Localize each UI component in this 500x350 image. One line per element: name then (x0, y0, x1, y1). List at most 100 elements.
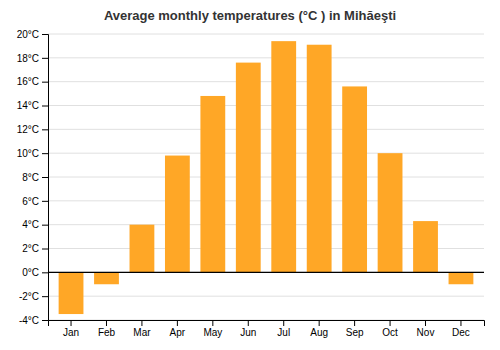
x-tick: Mar (133, 320, 151, 338)
x-tick: Jun (240, 320, 256, 338)
y-tick-mark (42, 296, 48, 297)
y-axis: -4°C -2°C 0°C 2°C 4°C 6°C 8°C 10°C 12°C 14°C 16°C 1… (17, 29, 49, 326)
grid-line (48, 177, 484, 178)
y-tick-label: 12°C (17, 124, 39, 135)
y-tick-mark (42, 177, 48, 178)
x-tick-label: Feb (98, 327, 116, 338)
x-tick-label: Mar (133, 327, 151, 338)
grid-line (48, 57, 484, 58)
grid-line (48, 153, 484, 154)
bar (236, 63, 261, 273)
y-tick-mark (42, 106, 48, 107)
y-tick-label: 18°C (17, 53, 39, 64)
bar (130, 225, 155, 273)
y-tick-label: 0°C (22, 267, 39, 278)
bar (342, 86, 367, 272)
x-tick: Nov (417, 320, 435, 338)
y-tick-label: 2°C (22, 243, 39, 254)
grid-line (48, 272, 484, 273)
y-tick: 14°C (17, 100, 48, 111)
y-tick-label: 20°C (17, 29, 39, 40)
y-tick: 18°C (17, 53, 48, 64)
x-tick: Aug (310, 320, 328, 338)
x-tick: Dec (452, 320, 470, 338)
y-axis-line (42, 35, 49, 321)
y-tick-label: 14°C (17, 100, 39, 111)
x-tick-label: Jan (63, 327, 79, 338)
grid (48, 34, 484, 320)
y-tick-mark (42, 34, 48, 35)
x-tick: Oct (382, 320, 398, 338)
bar (165, 156, 190, 273)
x-axis-line (49, 321, 485, 327)
y-tick-mark (42, 225, 48, 226)
y-tick-mark (42, 201, 48, 202)
bar (413, 221, 438, 272)
y-tick-mark (42, 129, 48, 130)
x-tick-mark (177, 320, 178, 326)
x-tick-mark (283, 320, 284, 326)
bars (59, 41, 474, 314)
y-tick: 10°C (17, 148, 48, 159)
y-tick-label: 4°C (22, 219, 39, 230)
y-tick-label: 10°C (17, 148, 39, 159)
x-tick-label: May (203, 327, 222, 338)
x-tick-mark (212, 320, 213, 326)
bar (200, 96, 225, 272)
x-tick-label: Jun (240, 327, 256, 338)
x-tick-mark (354, 320, 355, 326)
y-tick-mark (42, 153, 48, 154)
x-tick-mark (460, 320, 461, 326)
y-tick-mark (42, 82, 48, 83)
y-tick-mark (42, 320, 48, 321)
x-tick-mark (71, 320, 72, 326)
x-tick-mark (390, 320, 391, 326)
bar (449, 272, 474, 284)
x-tick-mark (248, 320, 249, 326)
bar (307, 45, 332, 273)
grid-line (48, 200, 484, 201)
y-tick-label: 8°C (22, 172, 39, 183)
bar (94, 272, 119, 284)
x-tick-mark (106, 320, 107, 326)
y-tick: 8°C (22, 172, 48, 183)
y-tick: 20°C (17, 29, 48, 40)
bar (59, 272, 84, 314)
x-tick: Sep (346, 320, 364, 338)
chart: Average monthly temperatures (°C ) in Mi… (0, 0, 500, 350)
grid-line (48, 34, 484, 35)
bar (378, 153, 403, 272)
y-tick: 6°C (22, 196, 48, 207)
y-tick-mark (42, 272, 48, 273)
x-tick-mark (425, 320, 426, 326)
x-tick-mark (141, 320, 142, 326)
grid-line (48, 129, 484, 130)
x-tick-label: Sep (346, 327, 364, 338)
y-tick: -2°C (19, 291, 48, 302)
x-tick-label: Nov (417, 327, 435, 338)
x-tick-label: Oct (382, 327, 398, 338)
y-tick-label: -2°C (19, 291, 39, 302)
y-tick: 2°C (22, 243, 48, 254)
x-tick: Apr (170, 320, 186, 338)
bar (271, 41, 296, 272)
y-tick: 12°C (17, 124, 48, 135)
y-tick-label: 16°C (17, 76, 39, 87)
x-tick: May (203, 320, 222, 338)
y-tick: 0°C (22, 267, 48, 278)
x-tick-label: Dec (452, 327, 470, 338)
zero-line (48, 272, 484, 273)
x-tick-label: Apr (170, 327, 186, 338)
title: Average monthly temperatures (°C ) in Mi… (104, 8, 396, 23)
x-tick-label: Jul (277, 327, 290, 338)
x-tick-label: Aug (310, 327, 328, 338)
x-tick: Jul (277, 320, 290, 338)
x-tick-mark (319, 320, 320, 326)
x-tick: Jan (63, 320, 79, 338)
x-axis: Jan Feb Mar Apr May Jun Jul Aug Sep Oct Nov Dec (49, 320, 485, 338)
y-tick: 16°C (17, 76, 48, 87)
y-tick-label: -4°C (19, 315, 39, 326)
y-tick-mark (42, 58, 48, 59)
plot: -4°C -2°C 0°C 2°C 4°C 6°C 8°C 10°C 12°C 14°C 16°C 1… (17, 29, 485, 338)
y-tick: -4°C (19, 315, 48, 326)
